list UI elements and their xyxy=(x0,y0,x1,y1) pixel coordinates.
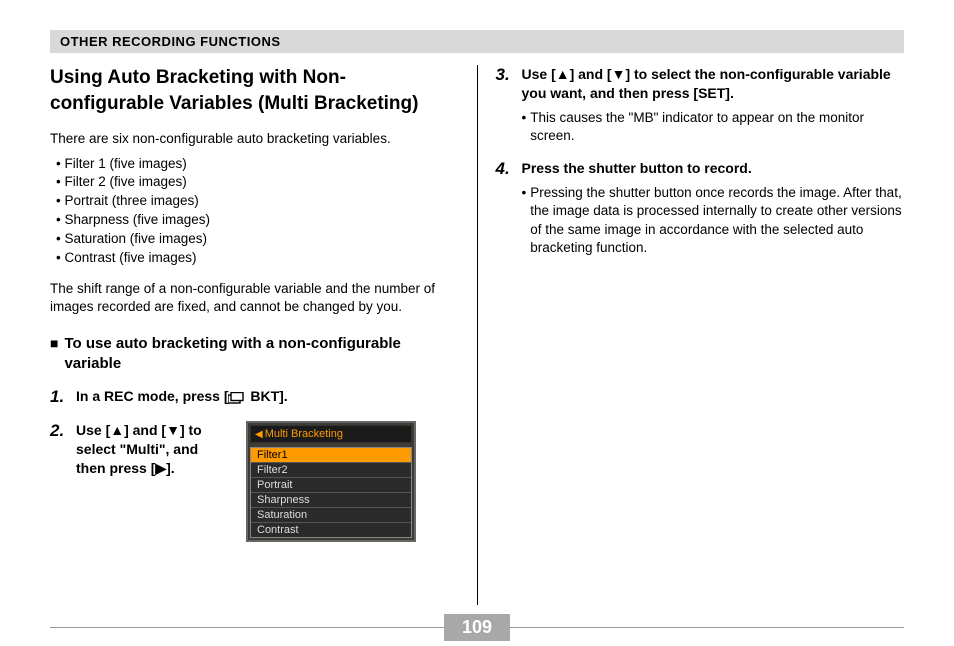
bullet-icon: • xyxy=(522,109,527,145)
step-text: Use [▲] and [▼] to select the non-config… xyxy=(522,65,905,103)
left-column: Using Auto Bracketing with Non-configura… xyxy=(50,65,478,605)
step-1-post: BKT]. xyxy=(246,388,287,404)
step-subtext: • Pressing the shutter button once recor… xyxy=(522,184,905,257)
manual-page: OTHER RECORDING FUNCTIONS Using Auto Bra… xyxy=(0,0,954,646)
step-1-pre: In a REC mode, press [ xyxy=(76,388,228,404)
menu-back-arrow-icon: ◀ xyxy=(255,429,263,440)
section-header: OTHER RECORDING FUNCTIONS xyxy=(50,30,904,53)
menu-title-bar: ◀ Multi Bracketing xyxy=(250,425,412,443)
intro-text: There are six non-configurable auto brac… xyxy=(50,130,459,148)
step-3-sub: This causes the "MB" indicator to appear… xyxy=(530,109,904,145)
step-2: 2. Use [▲] and [▼] to select "Multi", an… xyxy=(50,421,459,542)
page-footer: 109 xyxy=(50,627,904,628)
variable-item: Portrait (three images) xyxy=(56,192,459,211)
step-text: Use [▲] and [▼] to select "Multi", and t… xyxy=(76,421,226,478)
procedure-heading-text: To use auto bracketing with a non-config… xyxy=(64,334,458,373)
step-text: In a REC mode, press [ BKT]. xyxy=(76,387,288,406)
menu-item-selected: Filter1 xyxy=(251,448,411,463)
note-text: The shift range of a non-configurable va… xyxy=(50,280,459,316)
step-subtext: • This causes the "MB" indicator to appe… xyxy=(522,109,905,145)
step-2-content: Use [▲] and [▼] to select "Multi", and t… xyxy=(76,421,416,542)
procedure-heading: ■ To use auto bracketing with a non-conf… xyxy=(50,334,459,373)
step-1: 1. In a REC mode, press [ BKT]. xyxy=(50,387,459,407)
bracket-stack-icon xyxy=(228,392,246,404)
step-number: 3. xyxy=(496,65,514,85)
step-3: 3. Use [▲] and [▼] to select the non-con… xyxy=(496,65,905,145)
variable-item: Contrast (five images) xyxy=(56,249,459,268)
menu-item: Filter2 xyxy=(251,463,411,478)
step-4-sub: Pressing the shutter button once records… xyxy=(530,184,904,257)
page-title: Using Auto Bracketing with Non-configura… xyxy=(50,65,459,116)
step-number: 1. xyxy=(50,387,68,407)
step-number: 4. xyxy=(496,159,514,179)
variable-item: Filter 2 (five images) xyxy=(56,173,459,192)
variable-item: Sharpness (five images) xyxy=(56,211,459,230)
content-columns: Using Auto Bracketing with Non-configura… xyxy=(50,65,904,605)
square-bullet-icon: ■ xyxy=(50,334,58,354)
step-number: 2. xyxy=(50,421,68,441)
bullet-icon: • xyxy=(522,184,527,257)
variable-item: Filter 1 (five images) xyxy=(56,155,459,174)
right-column: 3. Use [▲] and [▼] to select the non-con… xyxy=(478,65,905,605)
menu-item: Portrait xyxy=(251,478,411,493)
menu-item: Sharpness xyxy=(251,493,411,508)
variable-list: Filter 1 (five images) Filter 2 (five im… xyxy=(56,155,459,268)
menu-title-text: Multi Bracketing xyxy=(265,428,343,440)
menu-item-list: Filter1 Filter2 Portrait Sharpness Satur… xyxy=(250,447,412,538)
page-number: 109 xyxy=(444,614,510,641)
camera-menu-screenshot: ◀ Multi Bracketing Filter1 Filter2 Portr… xyxy=(246,421,416,542)
step-4: 4. Press the shutter button to record. •… xyxy=(496,159,905,257)
menu-item: Saturation xyxy=(251,508,411,523)
menu-item: Contrast xyxy=(251,523,411,537)
step-text: Press the shutter button to record. xyxy=(522,159,905,178)
variable-item: Saturation (five images) xyxy=(56,230,459,249)
footer-rule: 109 xyxy=(50,627,904,628)
